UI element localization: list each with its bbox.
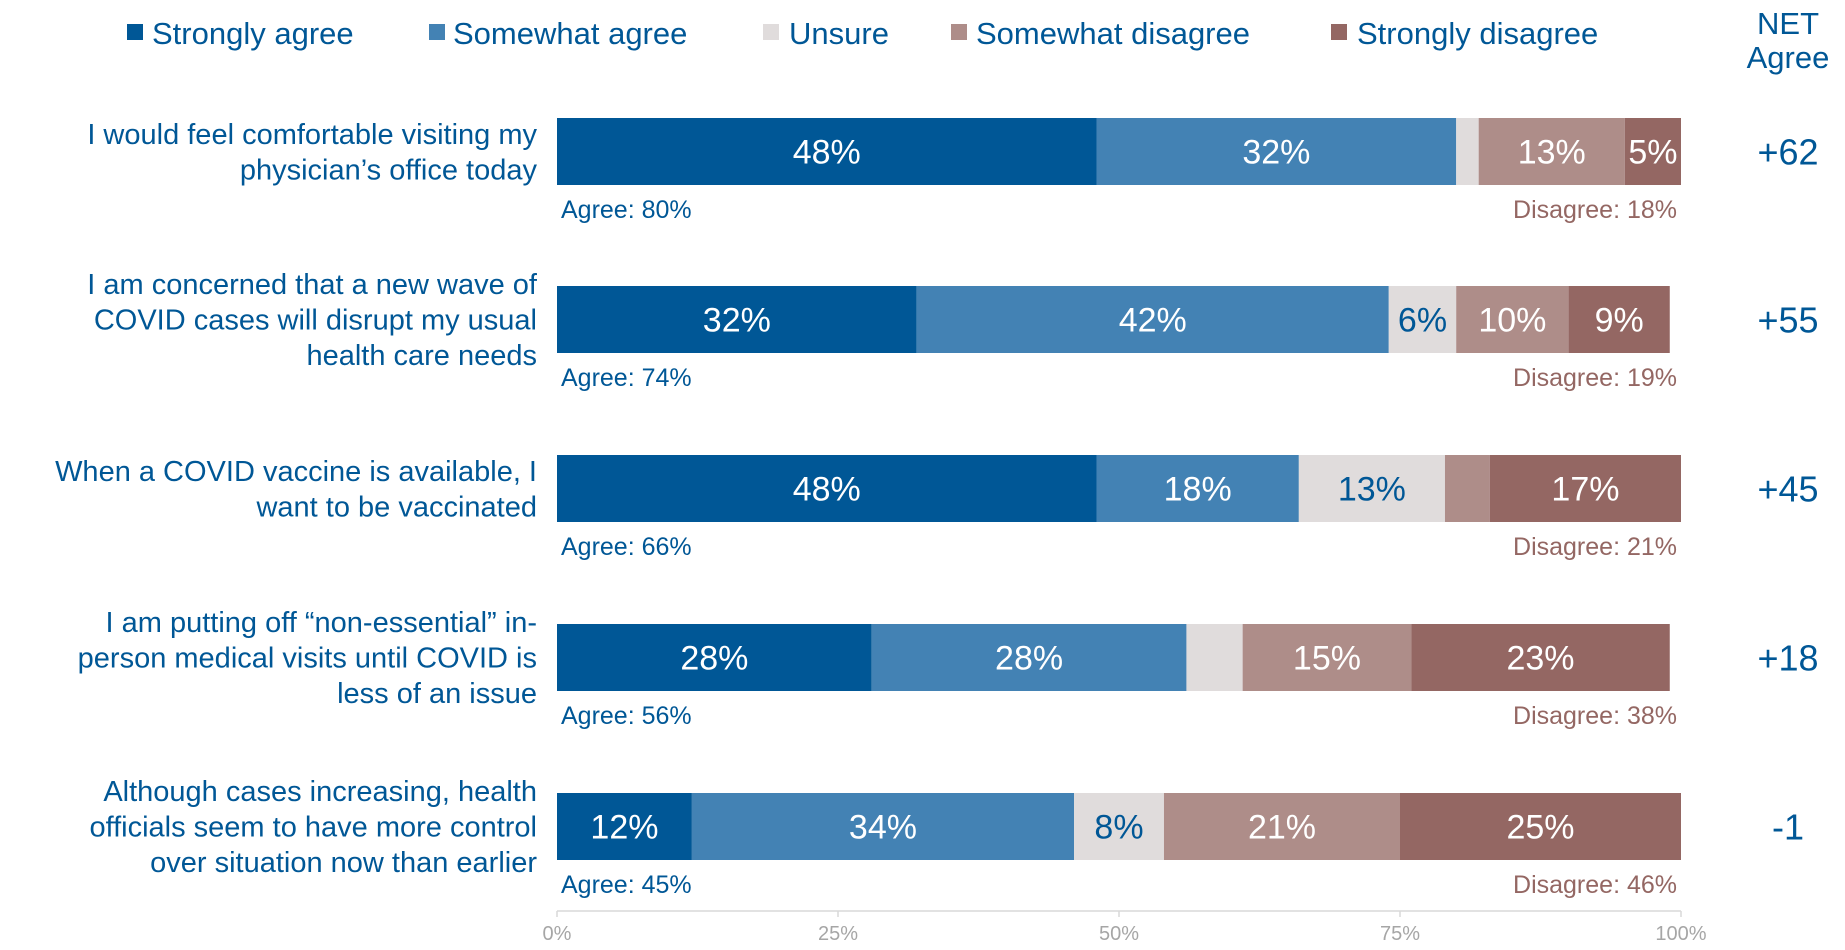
category-label: I would feel comfortable visiting my [87,119,537,151]
disagree-total: Disagree: 18% [1513,196,1677,224]
category-label: I am concerned that a new wave of [87,269,538,301]
data-label: 15% [1293,640,1361,678]
x-tick-label: 75% [1380,923,1420,945]
bar-segment [1186,624,1243,691]
net-agree-value: +18 [1757,638,1818,679]
x-tick-label: 50% [1099,923,1139,945]
data-label: 23% [1506,640,1574,678]
bar-segment [691,793,1075,860]
disagree-total: Disagree: 46% [1513,871,1677,899]
bar-segment [557,455,1097,522]
data-label: 21% [1248,809,1316,847]
agree-total: Agree: 66% [561,533,692,561]
legend-swatch [429,24,445,40]
category-label: want to be vaccinated [255,491,537,523]
data-label: 42% [1119,302,1187,340]
legend-swatch [127,24,143,40]
data-label: 13% [1338,471,1406,509]
data-label: 10% [1478,302,1546,340]
data-label: 25% [1506,809,1574,847]
data-label: 28% [680,640,748,678]
category-label: COVID cases will disrupt my usual [94,305,537,337]
bar-segment [1489,455,1681,522]
legend-label: Unsure [789,16,889,51]
disagree-total: Disagree: 38% [1513,702,1677,730]
data-label: 32% [703,302,771,340]
bar-segment [1074,793,1164,860]
data-label: 12% [590,809,658,847]
agree-total: Agree: 80% [561,196,692,224]
net-agree-value: +55 [1757,300,1818,341]
legend-label: Somewhat disagree [976,16,1250,51]
data-label: 48% [793,134,861,172]
legend-label: Strongly disagree [1357,16,1598,51]
data-label: 17% [1551,471,1619,509]
net-agree-value: +62 [1757,132,1818,173]
bar-segment [557,793,692,860]
x-tick-label: 100% [1655,923,1706,945]
x-tick-label: 25% [818,923,858,945]
data-label: 28% [995,640,1063,678]
bar-segment [1400,793,1681,860]
bar-segment [557,118,1097,185]
bar-segment [1096,118,1457,185]
category-label: over situation now than earlier [150,847,537,879]
agree-total: Agree: 45% [561,871,692,899]
net-agree-value: +45 [1757,469,1818,510]
legend-swatch [763,24,779,40]
legend-label: Somewhat agree [453,16,687,51]
agree-total: Agree: 56% [561,702,692,730]
bar-segment [1444,455,1490,522]
category-label: physician’s office today [240,154,538,186]
net-agree-value: -1 [1772,807,1804,848]
bar-segment [1298,455,1445,522]
bar-segment [1411,624,1670,691]
bar-segment [1456,118,1479,185]
category-label: person medical visits until COVID is [78,643,537,675]
bar-segment [557,286,917,353]
data-label: 32% [1242,134,1310,172]
bar-segment [1624,118,1681,185]
bar-segment [557,624,872,691]
bar-segment [916,286,1389,353]
data-label: 9% [1595,302,1644,340]
data-label: 48% [793,471,861,509]
bar-segment [1096,455,1299,522]
data-label: 5% [1628,134,1677,172]
bar-segment [1163,793,1400,860]
category-label: Although cases increasing, health [103,776,537,808]
disagree-total: Disagree: 21% [1513,533,1677,561]
category-label: I am putting off “non-essential” in- [106,607,537,639]
net-agree-header: NET [1757,6,1819,41]
bar-segment [1388,286,1457,353]
data-label: 6% [1398,302,1447,340]
legend-label: Strongly agree [152,16,354,51]
data-label: 34% [849,809,917,847]
bar-segment [1568,286,1670,353]
bar-segment [1456,286,1569,353]
data-label: 13% [1518,134,1586,172]
legend-swatch [951,24,967,40]
data-label: 18% [1164,471,1232,509]
disagree-total: Disagree: 19% [1513,364,1677,392]
bar-segment [871,624,1187,691]
category-label: less of an issue [337,678,537,710]
data-label: 8% [1094,809,1143,847]
bar-segment [1242,624,1412,691]
net-agree-header: Agree [1747,40,1830,75]
agree-total: Agree: 74% [561,364,692,392]
bar-segment [1478,118,1625,185]
x-tick-label: 0% [543,923,572,945]
category-label: When a COVID vaccine is available, I [55,456,537,488]
category-label: officials seem to have more control [89,812,537,844]
legend-swatch [1331,24,1347,40]
category-label: health care needs [306,340,537,372]
